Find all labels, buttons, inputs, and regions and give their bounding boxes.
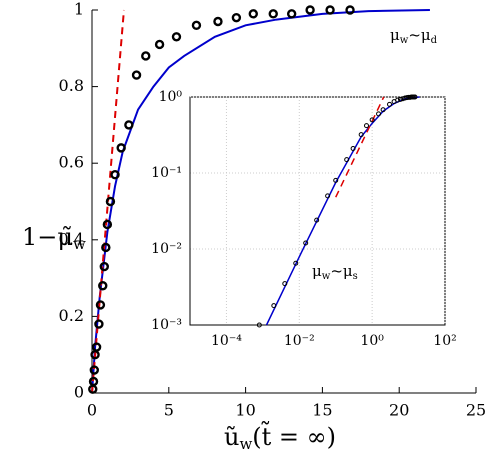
data-point [380,107,386,113]
x-tick-label: 15 [312,401,332,420]
data-point [213,16,223,27]
data-point [268,9,278,19]
data-point [94,319,104,329]
y-axis-label: 1−μ̃w [22,223,86,254]
data-point [314,217,320,223]
data-point [99,261,109,272]
y-tick-label: 1 [74,0,84,19]
curve [335,96,385,198]
data-point [412,94,418,100]
data-point [305,5,315,15]
annotation-part: ~μ [330,262,353,280]
data-point [325,5,335,15]
data-point [345,5,355,15]
x-tick-label: 5 [164,401,174,420]
x-label-paren: (t̃ = ∞) [252,419,336,450]
curve [91,9,430,394]
data-point [98,281,108,291]
y-tick-label: 0.6 [59,153,84,172]
annotation-sub: w [322,271,331,282]
y-tick-label: 10⁰ [159,89,183,105]
data-point [395,97,401,103]
data-point [344,157,350,163]
x-tick-label: 20 [389,401,409,420]
x-tick-label: 25 [466,401,485,420]
y-label-main: 1−μ̃ [22,223,73,251]
data-point [95,300,106,310]
data-point [256,322,262,328]
data-point [282,281,288,287]
data-point [350,146,356,152]
data-point [89,365,100,375]
x-tick-label: 10⁻⁴ [211,333,242,349]
x-tick-label: 10 [235,401,255,420]
data-point [271,303,277,309]
data-point [110,169,120,180]
x-tick-label: 10⁻² [284,333,315,349]
y-tick-label: 0.4 [59,229,84,248]
data-point [131,70,142,80]
data-point [325,193,331,199]
x-label-main: ũ [224,423,239,451]
data-point [91,342,102,352]
annotation-part: ~μ [408,26,431,44]
data-point [154,39,165,50]
data-point [369,117,375,123]
data-point [105,196,116,207]
y-tick-label: 0.8 [59,76,84,95]
data-point [333,177,339,183]
inset-background [189,96,446,326]
inset-annotation: μw~μs [312,262,358,282]
x-tick-label: 10² [433,333,456,349]
x-label-sub: w [239,435,252,453]
data-point [303,240,309,246]
data-point [116,143,126,153]
data-point [124,120,134,130]
annotation-sub: s [353,271,358,282]
x-axis-label: ũw(t̃ = ∞) [224,419,336,453]
data-point [376,111,382,117]
data-point [102,219,113,230]
annotation-sub: w [400,35,409,46]
data-point [101,242,111,253]
y-tick-label: 10⁻² [151,241,182,257]
data-point [286,9,297,19]
data-point [293,260,299,266]
annotation-sub: d [431,35,438,46]
data-point [358,132,364,138]
y-label-sub: w [73,235,86,253]
data-point [248,9,258,19]
data-point [171,32,182,42]
data-point [397,96,403,102]
y-tick-label: 10⁻¹ [151,165,182,181]
data-point [387,101,393,107]
annotation-part: μ [312,262,322,280]
data-point [88,376,99,387]
annotation-part: μ [390,26,400,44]
data-point [141,51,151,61]
y-tick-label: 0 [74,383,84,402]
y-tick-label: 10⁻³ [151,317,182,333]
y-tick-label: 0.2 [59,306,84,325]
x-tick-label: 0 [87,401,97,420]
data-point [364,123,369,129]
annotation: μw~μd [390,26,438,46]
data-point [191,20,202,31]
x-tick-label: 10⁰ [360,333,384,349]
data-point [231,12,242,23]
